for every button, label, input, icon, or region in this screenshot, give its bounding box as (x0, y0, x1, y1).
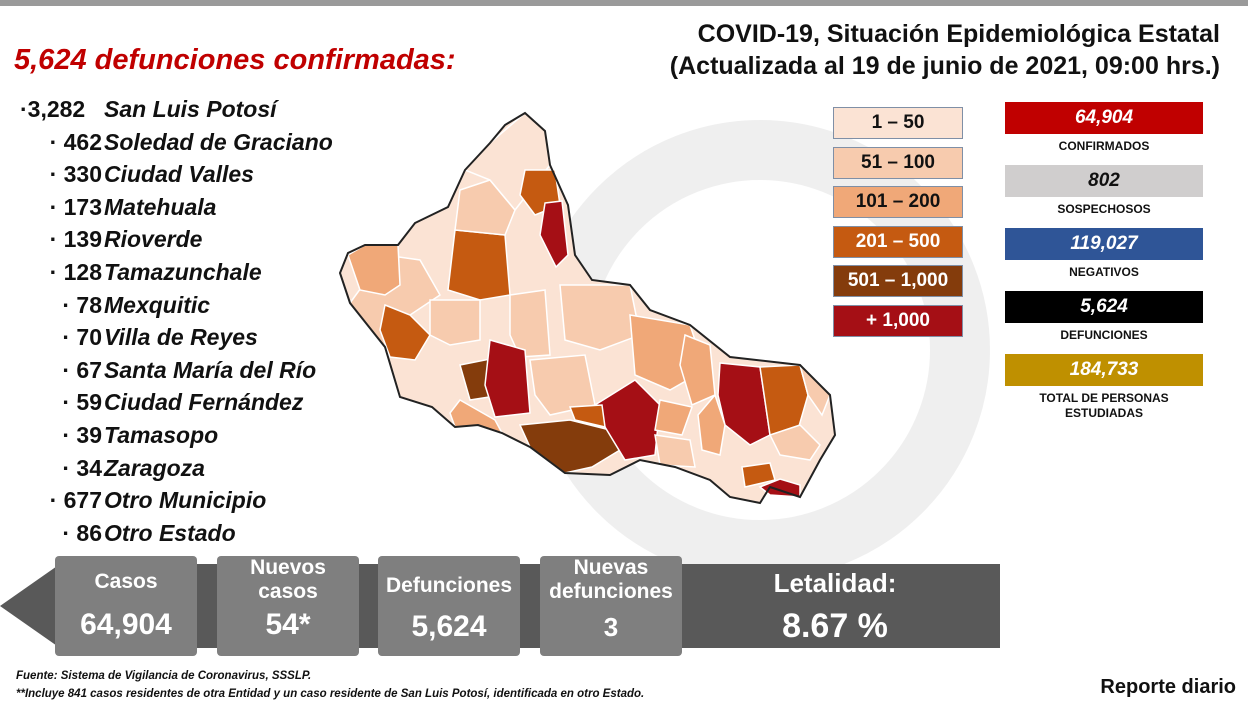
municipality-name: Zaragoza (104, 454, 205, 481)
death-count: · 34 (62, 454, 102, 481)
death-count: · 128 (49, 258, 102, 285)
death-count: · 462 (49, 128, 102, 155)
map-region (559, 284, 641, 351)
death-count: · 59 (62, 389, 102, 416)
summary-stats: 64,904 CONFIRMADOS 802 SOSPECHOSOS 119,0… (1005, 102, 1203, 420)
legend-item-501-1000: 501 – 1,000 (833, 265, 963, 298)
map-region (539, 200, 569, 269)
municipality-name: Mexquitic (104, 291, 211, 318)
source-footnote: Fuente: Sistema de Vigilancia de Coronav… (16, 670, 312, 682)
municipality-name: Tamasopo (104, 421, 219, 448)
nuevos-casos-tab: Nuevos casos 54* (217, 556, 359, 656)
total-studied-label: TOTAL DE PERSONAS ESTUDIADAS (1039, 391, 1169, 420)
death-count: · 39 (62, 421, 102, 448)
letalidad-value: 8.67 % (782, 607, 888, 645)
death-count: ·3,282 (20, 96, 86, 122)
death-count: · 78 (62, 291, 102, 318)
death-count: · 67 (62, 356, 102, 383)
map-region (758, 478, 801, 498)
death-count: · 139 (49, 226, 102, 253)
confirmed-label: CONFIRMADOS (1058, 139, 1150, 153)
nuevos-casos-label: Nuevos casos (250, 556, 326, 603)
report-type-label: Reporte diario (1100, 676, 1236, 698)
municipality-name: Villa de Reyes (104, 324, 258, 351)
map-region (429, 299, 481, 346)
title-line-1: COVID-19, Situación Epidemiológica Estat… (697, 20, 1220, 48)
state-choropleth-map (338, 111, 837, 505)
legend-item-201-500: 201 – 500 (833, 225, 963, 258)
map-region (654, 434, 696, 468)
death-count: · 173 (49, 193, 102, 220)
map-region (759, 364, 809, 441)
casos-tab: Casos 64,904 (55, 556, 197, 656)
negative-value: 119,027 (1005, 228, 1203, 260)
summary-banner: Casos 64,904 Nuevos casos 54* Defuncione… (0, 556, 1000, 656)
municipality-name: Soledad de Graciano (104, 128, 333, 155)
nuevos-casos-value: 54* (265, 608, 311, 641)
legend-item-51-100: 51 – 100 (833, 146, 963, 179)
top-frame-line (0, 0, 1248, 6)
letalidad-block: Letalidad: 8.67 % (700, 566, 970, 646)
total-studied-value: 184,733 (1005, 354, 1203, 386)
map-region (454, 179, 516, 236)
map-region (679, 333, 716, 407)
negative-label: NEGATIVOS (1069, 265, 1139, 279)
municipality-name: Otro Estado (104, 519, 236, 546)
municipality-name: Rioverde (104, 226, 203, 253)
deaths-headline: 5,624 defunciones confirmadas: (14, 44, 456, 76)
defunciones-tab: Defunciones 5,624 (378, 556, 520, 656)
letalidad-label: Letalidad: (773, 568, 897, 598)
confirmed-value: 64,904 (1005, 102, 1203, 134)
defunciones-value: 5,624 (411, 610, 487, 643)
color-legend: 1 – 50 51 – 100 101 – 200 201 – 500 501 … (833, 107, 963, 345)
cases-footnote: **Incluye 841 casos residentes de otra E… (16, 688, 645, 700)
map-region (379, 303, 431, 361)
defunciones-label: Defunciones (385, 574, 513, 597)
nuevas-defunciones-tab: Nuevas defunciones 3 (540, 556, 682, 656)
title-line-2: (Actualizada al 19 de junio de 2021, 09:… (669, 52, 1220, 80)
legend-item-over-1000: + 1,000 (833, 304, 963, 337)
municipality-name: San Luis Potosí (104, 96, 277, 122)
map-region (484, 339, 531, 418)
map-region (741, 462, 776, 488)
municipality-name: Ciudad Fernández (104, 389, 304, 416)
casos-label: Casos (94, 570, 158, 593)
municipality-name: Otro Municipio (104, 487, 267, 514)
map-border (338, 111, 837, 505)
suspected-label: SOSPECHOSOS (1057, 202, 1151, 216)
map-region (768, 424, 821, 461)
municipality-name: Tamazunchale (104, 258, 262, 285)
death-count: · 70 (62, 324, 102, 351)
deaths-value: 5,624 (1005, 291, 1203, 323)
nuevas-defunciones-label: Nuevas defunciones (549, 556, 673, 603)
death-count: · 677 (49, 487, 102, 514)
death-count: · 330 (49, 161, 102, 188)
casos-value: 64,904 (80, 608, 172, 641)
nuevas-defunciones-value: 3 (603, 612, 619, 642)
map-region (654, 399, 693, 436)
death-count: · 86 (62, 519, 102, 546)
map-region (568, 404, 606, 428)
suspected-value: 802 (1005, 165, 1203, 197)
deaths-label: DEFUNCIONES (1060, 328, 1148, 342)
legend-item-101-200: 101 – 200 (833, 186, 963, 219)
map-region (697, 393, 726, 456)
map-region (509, 289, 551, 358)
report-title: COVID-19, Situación Epidemiológica Estat… (670, 18, 1220, 82)
municipality-name: Ciudad Valles (104, 161, 254, 188)
map-region (447, 229, 511, 301)
legend-item-1-50: 1 – 50 (833, 107, 963, 139)
municipality-name: Santa María del Río (104, 356, 317, 383)
municipality-name: Matehuala (104, 193, 217, 220)
